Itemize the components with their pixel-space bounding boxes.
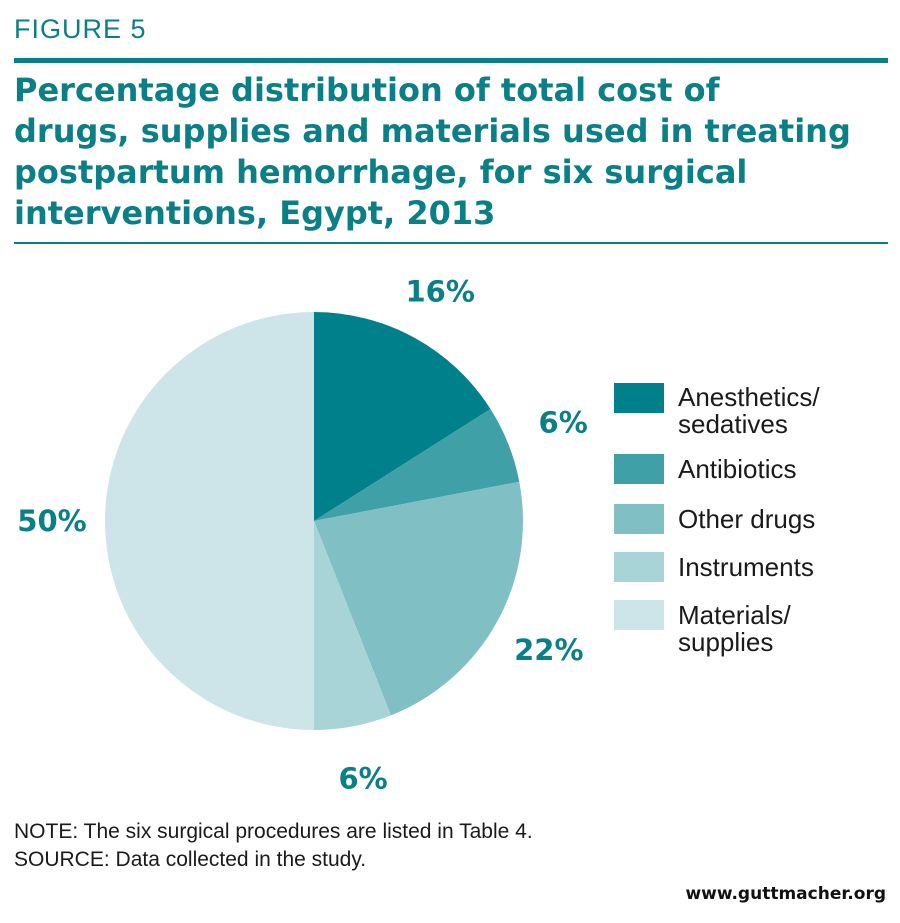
legend-swatch-other-drugs [614,504,664,534]
pie-slice-antibiotics [314,409,520,521]
notes: NOTE: The six surgical procedures are li… [14,818,533,874]
pie-label-instruments: 6% [338,761,387,790]
pie-slice-anesthetics [314,312,491,521]
legend-label-materials: Materials/ supplies [678,602,898,656]
note-prefix: NOTE: [14,820,79,843]
legend-label-instruments: Instruments [678,552,814,582]
legend-label-antibiotics: Antibiotics [678,454,797,484]
pie-slice-materials [105,312,314,730]
pie-label-materials: 50% [17,504,86,538]
legend-label-materials-line-1: Materials/ [678,600,791,630]
source-text: Data collected in the study. [115,848,367,871]
note-line: NOTE: The six surgical procedures are li… [14,818,533,846]
legend-label-anesthetics-line-1: Anesthetics/ [678,382,820,412]
pie-slice-other-drugs [314,481,523,716]
chart-title-line-2: drugs, supplies and materials used in tr… [14,112,851,150]
pie-chart: 16% 6% 22% 6% 50% [17,274,588,790]
legend-label-other-drugs: Other drugs [678,504,816,534]
pie-label-antibiotics: 6% [539,405,588,439]
legend-swatch-anesthetics [614,383,664,413]
title-bottom-rule [14,242,888,244]
chart-title-line-1: Percentage distribution of total cost of [14,71,720,109]
chart-title: Percentage distribution of total cost of… [14,70,874,234]
legend-swatch-antibiotics [614,454,664,484]
legend-swatch-materials [614,600,664,630]
figure-label: FIGURE 5 [14,14,147,44]
legend-label-anesthetics: Anesthetics/ sedatives [678,384,898,438]
source-prefix: SOURCE: [14,848,110,871]
chart-title-line-4: interventions, Egypt, 2013 [14,194,496,232]
pie-labels: 16% 6% 22% 6% 50% [17,274,588,790]
title-top-rule [14,58,888,63]
website-link[interactable]: www.guttmacher.org [685,884,886,904]
pie-slices [105,312,523,730]
legend-label-anesthetics-line-2: sedatives [678,409,788,439]
note-text: The six surgical procedures are listed i… [83,820,533,843]
pie-slice-instruments [314,521,391,730]
source-line: SOURCE: Data collected in the study. [14,846,533,874]
legend-label-materials-line-2: supplies [678,627,774,657]
legend-swatch-instruments [614,552,664,582]
pie-label-other-drugs: 22% [514,633,583,667]
chart-title-line-3: postpartum hemorrhage, for six surgical [14,153,748,191]
pie-label-anesthetics: 16% [406,274,475,308]
